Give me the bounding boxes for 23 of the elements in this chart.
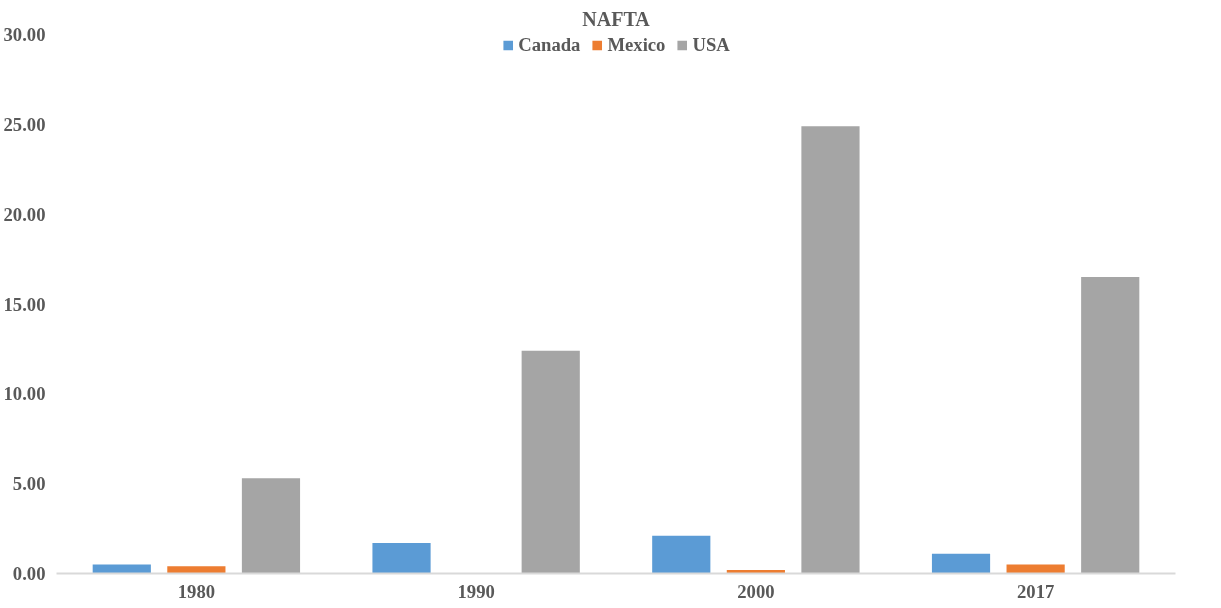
bar (521, 350, 580, 574)
bar (241, 478, 301, 574)
chart-title: NAFTA (582, 7, 651, 30)
bar (1081, 277, 1140, 574)
y-tick-label: 5.00 (12, 473, 46, 495)
bar (372, 542, 431, 574)
bar (931, 553, 991, 574)
y-tick-label: 25.00 (3, 113, 46, 135)
y-tick-label: 10.00 (3, 383, 46, 405)
legend-label: Mexico (607, 34, 666, 56)
bar (167, 566, 226, 574)
x-tick-label: 1980 (177, 580, 216, 602)
y-tick-label: 30.00 (3, 24, 46, 45)
x-tick-label: 1990 (457, 580, 495, 602)
x-tick-label: 2000 (737, 580, 775, 602)
y-tick-label: 0.00 (12, 563, 46, 584)
bar (801, 126, 860, 574)
bar (652, 535, 711, 574)
y-tick-label: 20.00 (3, 203, 46, 225)
legend-label: Canada (518, 34, 581, 56)
legend-label: USA (692, 34, 730, 56)
y-tick-label: 15.00 (3, 293, 46, 315)
x-tick-label: 2017 (1016, 580, 1055, 602)
